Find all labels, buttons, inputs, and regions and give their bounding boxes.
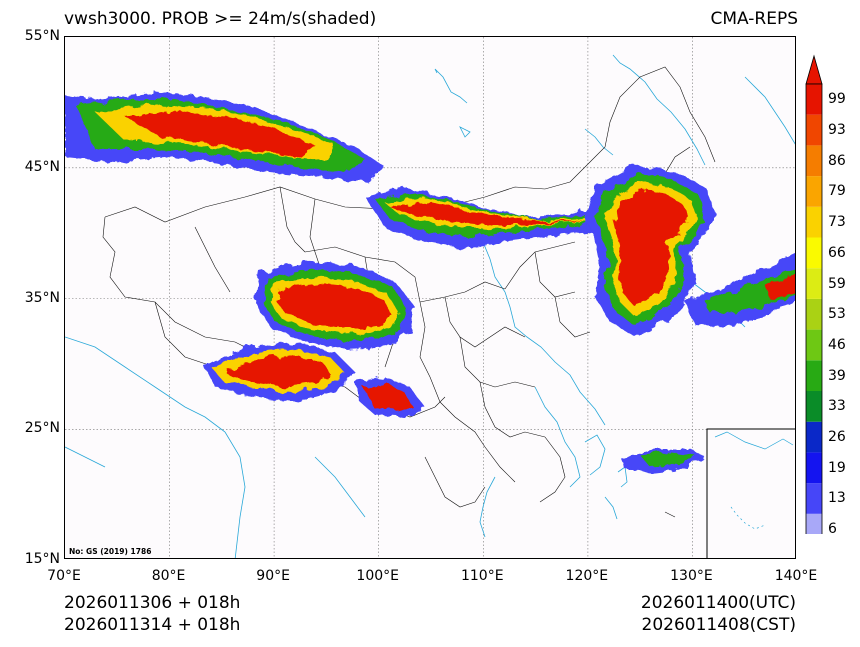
colorbar-level-label: 66 <box>828 244 846 261</box>
model-name: CMA-REPS <box>710 9 798 29</box>
colorbar-level-label: 93 <box>828 122 846 139</box>
lon-tick-label: 140°E <box>774 568 818 584</box>
colorbar-level-label: 53 <box>828 306 846 323</box>
colorbar-level-label: 33 <box>828 398 846 415</box>
colorbar-level-label: 99 <box>828 91 846 108</box>
colorbar <box>805 54 823 534</box>
valid-time-cst: 2026011408(CST) <box>641 615 796 635</box>
colorbar-segment <box>806 237 822 269</box>
colorbar-segment <box>806 360 822 391</box>
colorbar-segment <box>806 84 822 115</box>
lon-tick-label: 130°E <box>670 568 713 584</box>
lon-tick-label: 80°E <box>151 568 186 584</box>
colorbar-segment <box>806 298 822 330</box>
lon-tick-label: 70°E <box>47 568 81 584</box>
init-time-utc: 2026011306 + 018h <box>64 593 241 613</box>
map-panel: No: GS (2019) 1786 <box>64 36 796 559</box>
colorbar-segment <box>806 114 822 146</box>
south-china-sea-inset <box>706 428 795 558</box>
lat-tick-label: 35°N <box>24 289 60 306</box>
probability-shading <box>65 92 795 473</box>
colorbar-level-label: 79 <box>828 183 846 200</box>
colorbar-level-label: 19 <box>828 459 846 476</box>
lat-tick-label: 45°N <box>24 158 60 175</box>
colorbar-segment <box>806 513 822 534</box>
colorbar-level-label: 39 <box>828 367 846 384</box>
valid-time-utc: 2026011400(UTC) <box>640 593 796 613</box>
colorbar-segment <box>806 329 822 361</box>
colorbar-segment <box>806 145 822 177</box>
colorbar-segment <box>806 483 822 514</box>
lon-tick-label: 110°E <box>460 568 504 584</box>
colorbar-segment <box>806 391 822 422</box>
lon-tick-label: 90°E <box>256 568 290 584</box>
colorbar-segment <box>806 176 822 207</box>
lon-tick-label: 100°E <box>356 568 399 584</box>
lat-tick-label: 15°N <box>24 551 60 567</box>
lat-tick-label: 25°N <box>24 420 60 437</box>
map-approval-note: No: GS (2019) 1786 <box>69 547 152 556</box>
coastlines <box>65 54 795 558</box>
lon-tick-label: 120°E <box>565 568 609 584</box>
colorbar-level-label: 26 <box>828 429 846 446</box>
colorbar-frame <box>805 83 823 534</box>
map-title: vwsh3000. PROB >= 24m/s(shaded) <box>64 9 377 29</box>
lat-tick-label: 55°N <box>24 28 60 44</box>
colorbar-level-label: 46 <box>828 336 846 353</box>
colorbar-segment <box>806 452 822 484</box>
colorbar-segment <box>806 268 822 299</box>
map-canvas <box>65 37 795 558</box>
colorbar-over-arrow <box>805 54 823 85</box>
colorbar-level-label: 6 <box>828 521 837 538</box>
colorbar-level-label: 73 <box>828 214 846 231</box>
colorbar-level-label: 86 <box>828 152 846 169</box>
colorbar-level-label: 13 <box>828 490 846 507</box>
init-time-cst: 2026011314 + 018h <box>64 615 241 635</box>
colorbar-segment <box>806 421 822 453</box>
colorbar-segment <box>806 206 822 238</box>
colorbar-level-label: 59 <box>828 275 846 292</box>
